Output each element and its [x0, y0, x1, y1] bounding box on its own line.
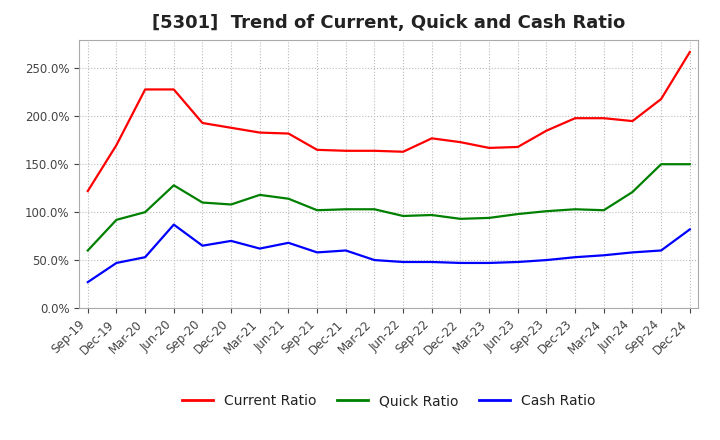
Cash Ratio [428, 259, 436, 264]
Quick Ratio [284, 196, 293, 202]
Current Ratio [428, 136, 436, 141]
Cash Ratio [513, 259, 522, 264]
Current Ratio [571, 116, 580, 121]
Quick Ratio [84, 248, 92, 253]
Cash Ratio [227, 238, 235, 244]
Current Ratio [227, 125, 235, 130]
Quick Ratio [341, 207, 350, 212]
Quick Ratio [198, 200, 207, 205]
Cash Ratio [370, 257, 379, 263]
Current Ratio [513, 144, 522, 150]
Cash Ratio [284, 240, 293, 246]
Cash Ratio [141, 255, 150, 260]
Quick Ratio [513, 211, 522, 216]
Cash Ratio [399, 259, 408, 264]
Quick Ratio [456, 216, 465, 221]
Quick Ratio [571, 207, 580, 212]
Cash Ratio [542, 257, 551, 263]
Current Ratio [169, 87, 178, 92]
Cash Ratio [341, 248, 350, 253]
Cash Ratio [571, 255, 580, 260]
Quick Ratio [141, 209, 150, 215]
Quick Ratio [485, 215, 493, 220]
Current Ratio [399, 149, 408, 154]
Quick Ratio [227, 202, 235, 207]
Line: Quick Ratio: Quick Ratio [88, 164, 690, 250]
Line: Cash Ratio: Cash Ratio [88, 224, 690, 282]
Title: [5301]  Trend of Current, Quick and Cash Ratio: [5301] Trend of Current, Quick and Cash … [152, 15, 626, 33]
Quick Ratio [428, 213, 436, 218]
Current Ratio [456, 139, 465, 145]
Current Ratio [198, 121, 207, 126]
Current Ratio [370, 148, 379, 154]
Quick Ratio [542, 209, 551, 214]
Current Ratio [628, 118, 636, 124]
Current Ratio [141, 87, 150, 92]
Cash Ratio [84, 279, 92, 285]
Cash Ratio [485, 260, 493, 266]
Quick Ratio [600, 208, 608, 213]
Quick Ratio [169, 183, 178, 188]
Cash Ratio [600, 253, 608, 258]
Cash Ratio [685, 227, 694, 232]
Cash Ratio [112, 260, 121, 266]
Quick Ratio [685, 161, 694, 167]
Current Ratio [112, 143, 121, 148]
Current Ratio [600, 116, 608, 121]
Current Ratio [312, 147, 321, 153]
Cash Ratio [628, 250, 636, 255]
Current Ratio [485, 145, 493, 150]
Quick Ratio [628, 189, 636, 194]
Line: Current Ratio: Current Ratio [88, 52, 690, 191]
Current Ratio [685, 49, 694, 55]
Quick Ratio [399, 213, 408, 219]
Cash Ratio [312, 250, 321, 255]
Current Ratio [84, 188, 92, 194]
Cash Ratio [657, 248, 665, 253]
Quick Ratio [112, 217, 121, 223]
Current Ratio [542, 128, 551, 133]
Cash Ratio [256, 246, 264, 251]
Quick Ratio [657, 161, 665, 167]
Cash Ratio [169, 222, 178, 227]
Current Ratio [256, 130, 264, 135]
Quick Ratio [256, 192, 264, 198]
Current Ratio [657, 96, 665, 102]
Current Ratio [341, 148, 350, 154]
Cash Ratio [198, 243, 207, 248]
Legend: Current Ratio, Quick Ratio, Cash Ratio: Current Ratio, Quick Ratio, Cash Ratio [176, 389, 601, 414]
Quick Ratio [312, 208, 321, 213]
Current Ratio [284, 131, 293, 136]
Quick Ratio [370, 207, 379, 212]
Cash Ratio [456, 260, 465, 266]
